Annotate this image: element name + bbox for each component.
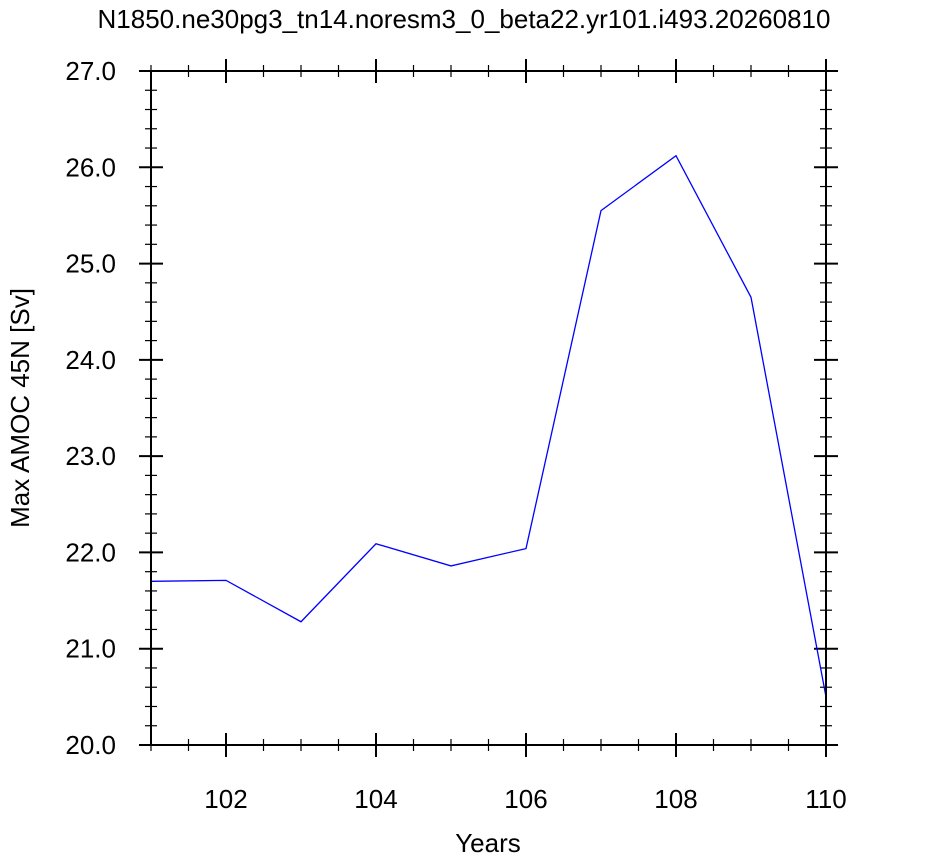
x-major-ticks	[225, 59, 827, 757]
y-tick-label: 21.0	[65, 634, 116, 664]
x-tick-labels: 102 104 106 108 110	[204, 784, 846, 814]
x-tick-label: 106	[504, 784, 547, 814]
x-axis-label: Years	[455, 828, 521, 858]
chart-title: N1850.ne30pg3_tn14.noresm3_0_beta22.yr10…	[98, 4, 831, 34]
y-tick-labels: 20.0 21.0 22.0 23.0 24.0 25.0 26.0 27.0	[65, 56, 116, 760]
x-tick-label: 110	[805, 784, 846, 814]
y-tick-label: 23.0	[65, 441, 116, 471]
y-tick-label: 24.0	[65, 345, 116, 375]
y-axis-label: Max AMOC 45N [Sv]	[5, 288, 35, 528]
y-tick-label: 27.0	[65, 56, 116, 86]
series-line	[150, 154, 827, 697]
y-tick-label: 20.0	[65, 730, 116, 760]
x-tick-label: 102	[204, 784, 247, 814]
x-minor-ticks	[150, 65, 827, 751]
y-minor-ticks	[145, 70, 832, 746]
plot-frame	[150, 70, 827, 746]
y-tick-label: 25.0	[65, 249, 116, 279]
x-tick-label: 104	[354, 784, 397, 814]
y-tick-label: 26.0	[65, 152, 116, 182]
x-tick-label: 108	[654, 784, 697, 814]
y-tick-label: 22.0	[65, 537, 116, 567]
y-major-ticks	[139, 70, 838, 746]
